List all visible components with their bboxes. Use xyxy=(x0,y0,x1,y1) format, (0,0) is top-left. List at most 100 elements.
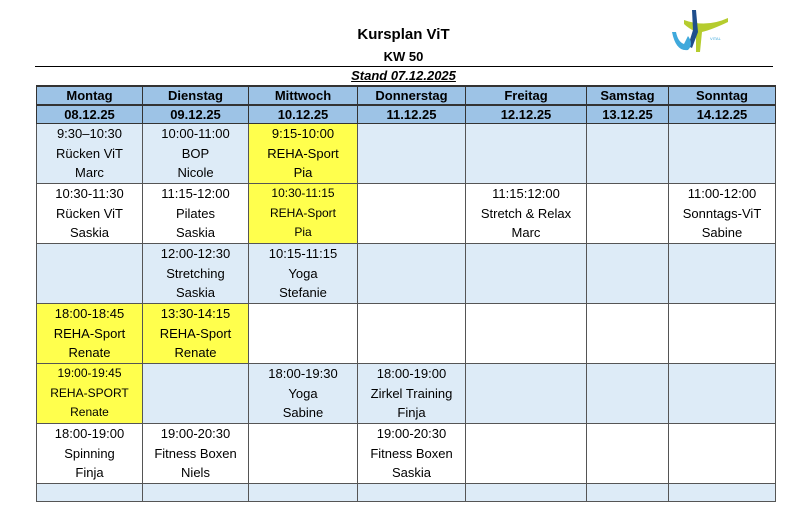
empty-cell xyxy=(465,123,587,184)
course-trainer: Saskia xyxy=(175,225,216,241)
course-cell: 11:00-12:00 Sonntags-ViT Sabine xyxy=(668,183,776,244)
course-cell: 9:30–10:30 Rücken ViT Marc xyxy=(36,123,143,184)
course-cell: 19:00-20:30 Fitness Boxen Saskia xyxy=(357,423,466,484)
course-trainer: Stefanie xyxy=(279,285,327,301)
empty-cell xyxy=(357,303,466,364)
course-time: 9:15-10:00 xyxy=(271,126,335,142)
empty-cell xyxy=(357,123,466,184)
course-name: REHA-Sport xyxy=(53,325,126,341)
course-name: Stretching xyxy=(166,265,225,281)
header-row-date: 08.12.25 09.12.25 10.12.25 11.12.25 12.12.25… xyxy=(36,104,776,124)
svg-text:VITAL: VITAL xyxy=(710,36,722,41)
day-date: 09.12.25 xyxy=(142,104,249,124)
empty-cell xyxy=(357,483,466,502)
empty-cell xyxy=(586,183,669,244)
vital-logo-icon: VITAL xyxy=(672,10,728,52)
course-trainer: Pia xyxy=(293,165,313,181)
schedule-row: 12:00-12:30 Stretching Saskia 10:15-11:15 Yo… xyxy=(36,243,776,304)
empty-cell xyxy=(357,183,466,244)
course-name: Rücken ViT xyxy=(56,205,123,221)
empty-cell xyxy=(668,303,776,364)
empty-cell xyxy=(465,303,587,364)
course-cell: 18:00-18:45 REHA-Sport Renate xyxy=(36,303,143,364)
empty-cell xyxy=(36,483,143,502)
course-time: 18:00-19:00 xyxy=(54,426,125,442)
course-cell: 19:00-19:45 REHA-SPORT Renate xyxy=(36,363,143,424)
empty-cell xyxy=(586,303,669,364)
course-time: 13:30-14:15 xyxy=(160,306,231,322)
course-cell: 11:15-12:00 Pilates Saskia xyxy=(142,183,249,244)
course-cell: 18:00-19:00 Spinning Finja xyxy=(36,423,143,484)
empty-cell xyxy=(465,363,587,424)
course-cell: 10:30-11:15 REHA-Sport Pia xyxy=(248,183,358,244)
empty-cell xyxy=(586,363,669,424)
day-date: 14.12.25 xyxy=(668,104,776,124)
schedule-row: 19:00-19:45 REHA-SPORT Renate 18:00-19:30 Yo… xyxy=(36,363,776,424)
stand-date: Stand 07.12.2025 xyxy=(351,68,456,83)
empty-cell xyxy=(248,483,358,502)
course-trainer: Sabine xyxy=(282,405,324,421)
day-name: Freitag xyxy=(465,85,587,106)
course-time: 18:00-18:45 xyxy=(54,306,125,322)
course-name: Spinning xyxy=(64,445,115,461)
page-title: Kursplan ViT xyxy=(357,26,450,43)
course-time: 19:00-20:30 xyxy=(376,426,447,442)
day-date: 10.12.25 xyxy=(248,104,358,124)
day-name: Donnerstag xyxy=(357,85,466,106)
course-cell: 10:00-11:00 BOP Nicole xyxy=(142,123,249,184)
course-cell: 12:00-12:30 Stretching Saskia xyxy=(142,243,249,304)
empty-cell xyxy=(586,123,669,184)
empty-cell xyxy=(465,423,587,484)
course-cell: 10:15-11:15 Yoga Stefanie xyxy=(248,243,358,304)
course-cell: 19:00-20:30 Fitness Boxen Niels xyxy=(142,423,249,484)
course-time: 10:15-11:15 xyxy=(268,246,338,262)
empty-cell xyxy=(668,243,776,304)
course-trainer: Pia xyxy=(294,225,312,240)
empty-cell xyxy=(248,423,358,484)
day-date: 13.12.25 xyxy=(586,104,669,124)
week-label: KW 50 xyxy=(383,49,424,64)
course-name: Zirkel Training xyxy=(370,385,453,401)
course-name: REHA-Sport xyxy=(269,205,337,220)
empty-cell xyxy=(142,483,249,502)
course-name: Yoga xyxy=(288,265,318,281)
course-trainer: Marc xyxy=(511,225,541,241)
empty-cell xyxy=(668,123,776,184)
divider xyxy=(35,66,773,67)
course-trainer: Finja xyxy=(75,465,104,481)
empty-cell xyxy=(36,243,143,304)
empty-cell xyxy=(586,483,669,502)
course-trainer: Saskia xyxy=(69,225,110,241)
empty-cell xyxy=(465,483,587,502)
schedule-row: 9:30–10:30 Rücken ViT Marc 10:00-11:00 BOP Ni… xyxy=(36,123,776,184)
course-name: REHA-Sport xyxy=(159,325,232,341)
course-time: 11:15:12:00 xyxy=(492,186,560,202)
course-time: 18:00-19:00 xyxy=(376,366,447,382)
course-name: REHA-Sport xyxy=(267,145,339,161)
course-time: 10:30-11:15 xyxy=(271,186,335,201)
course-time: 11:15-12:00 xyxy=(161,186,230,202)
course-cell: 13:30-14:15 REHA-Sport Renate xyxy=(142,303,249,364)
course-trainer: Saskia xyxy=(391,465,432,481)
course-time: 19:00-19:45 xyxy=(57,366,122,381)
empty-cell xyxy=(465,243,587,304)
schedule-row-empty xyxy=(36,483,776,502)
day-date: 08.12.25 xyxy=(36,104,143,124)
day-name: Montag xyxy=(36,85,143,106)
empty-cell xyxy=(668,483,776,502)
course-time: 10:00-11:00 xyxy=(161,126,230,142)
course-time: 9:30–10:30 xyxy=(56,126,123,142)
course-name: Stretch & Relax xyxy=(480,205,572,221)
course-trainer: Renate xyxy=(70,405,109,420)
header-row-name: Montag Dienstag Mittwoch Donnerstag Freitag S… xyxy=(36,85,776,106)
course-name: Fitness Boxen xyxy=(154,445,237,461)
course-name: Sonntags-ViT xyxy=(682,205,762,221)
day-name: Dienstag xyxy=(142,85,249,106)
course-trainer: Niels xyxy=(181,465,210,481)
course-name: Yoga xyxy=(288,385,318,401)
course-name: BOP xyxy=(181,145,210,161)
course-name: Fitness Boxen xyxy=(370,445,453,461)
course-time: 12:00-12:30 xyxy=(160,246,231,262)
empty-cell xyxy=(248,303,358,364)
schedule-table: Montag Dienstag Mittwoch Donnerstag Freitag S… xyxy=(36,85,776,502)
